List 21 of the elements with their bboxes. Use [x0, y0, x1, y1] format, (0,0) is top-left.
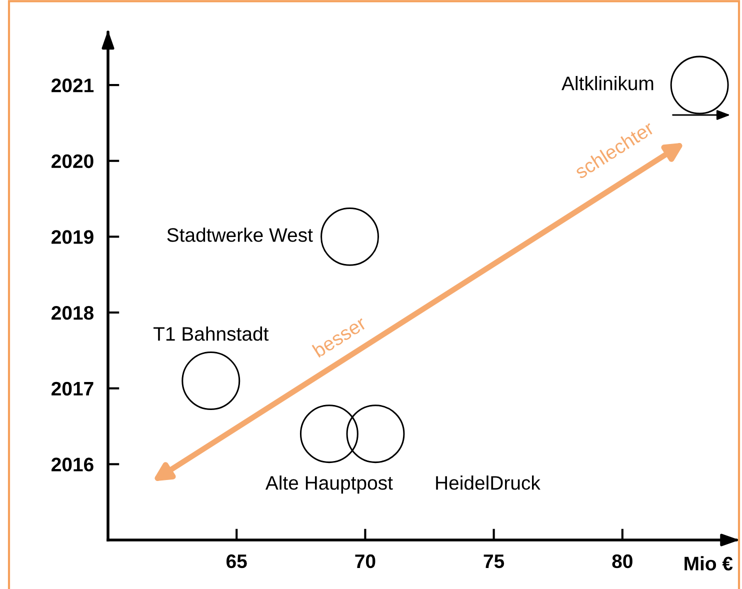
series-label: T1 Bahnstadt: [153, 326, 269, 341]
y-tick-label: 2020: [52, 154, 94, 168]
point: [346, 404, 405, 464]
x-axis-title: Mio €: [684, 556, 733, 570]
x-tick-label: 65: [226, 554, 247, 568]
y-tick-label: 2016: [52, 458, 94, 472]
y-tick-label: 2019: [52, 230, 94, 244]
series-label: Altklinikum: [562, 76, 654, 90]
y-tick-label: 2017: [52, 382, 94, 396]
point: [670, 56, 729, 114]
point: [182, 352, 240, 410]
point: [320, 207, 380, 266]
x-tick-label: 80: [612, 554, 632, 568]
y-tick-label: 2018: [52, 306, 94, 320]
point: [300, 404, 358, 464]
series-label: Stadtwerke West: [167, 228, 313, 242]
y-tick-label: 2021: [52, 78, 94, 92]
x-tick-label: 70: [355, 554, 376, 568]
text: HeidelDruck: [436, 476, 540, 490]
series-label: Alte Hauptpost: [265, 476, 393, 494]
x-tick-label: 75: [484, 554, 504, 568]
